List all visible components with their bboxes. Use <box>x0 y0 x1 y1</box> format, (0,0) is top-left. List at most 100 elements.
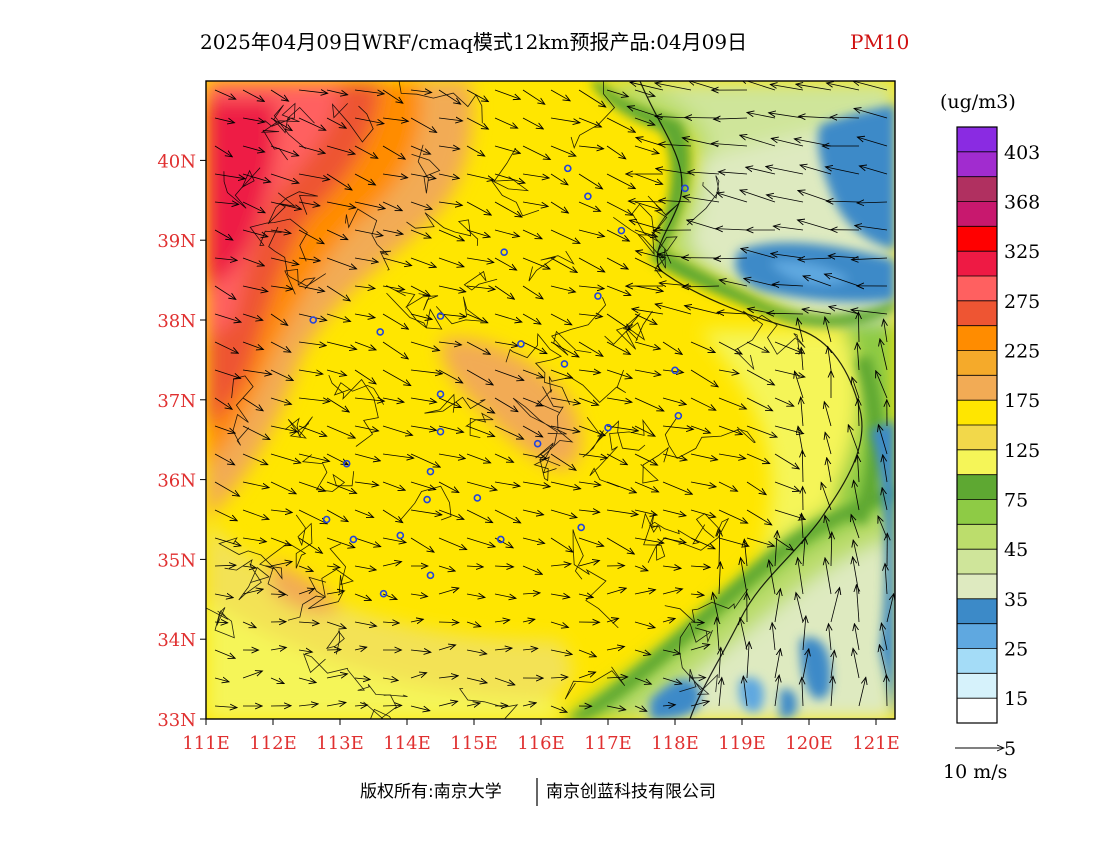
admin-boundary <box>411 144 441 194</box>
wind-arrow <box>634 229 657 237</box>
admin-boundary <box>641 512 661 533</box>
wind-arrow <box>326 425 355 438</box>
admin-boundary <box>512 397 567 467</box>
wind-arrow <box>634 285 663 291</box>
wind-arrow <box>711 143 748 146</box>
wind-arrow <box>803 276 832 287</box>
wind-arrow <box>747 642 749 679</box>
wind-arrow <box>655 83 692 91</box>
colorbar-swatch <box>957 474 997 500</box>
wind-arrow <box>690 566 710 567</box>
wind-arrow <box>354 537 381 547</box>
wind-arrow <box>767 313 804 314</box>
wind-arrow <box>382 341 408 359</box>
wind-arrow <box>774 589 780 623</box>
wind-arrow <box>270 201 301 209</box>
wind-arrow <box>741 249 776 259</box>
wind-arrow <box>550 677 568 678</box>
wind-arrow <box>775 531 777 567</box>
admin-boundary <box>678 622 718 695</box>
admin-boundary <box>679 668 704 693</box>
wind-arrow <box>858 312 859 343</box>
wind-arrow <box>719 530 720 567</box>
colorbar-swatch <box>957 524 997 550</box>
wind-arrow <box>382 678 398 681</box>
wind-arrow <box>354 145 378 158</box>
wind-arrow <box>522 593 540 594</box>
wind-arrow <box>828 347 831 371</box>
wind-arrow <box>410 594 428 597</box>
admin-boundary <box>345 208 392 271</box>
lon-tick-label: 121E <box>852 733 900 754</box>
wind-arrow <box>382 174 408 178</box>
wind-arrow <box>690 645 710 651</box>
wind-arrow <box>354 566 376 570</box>
colorbar-swatch <box>957 151 997 178</box>
wind-arrow <box>606 173 635 189</box>
wind-arrow <box>410 229 431 238</box>
map-title: 2025年04月09日WRF/cmaq模式12km预报产品:04月09日 <box>200 30 747 54</box>
wind-arrow <box>522 648 538 650</box>
wind-arrow <box>298 285 325 291</box>
wind-arrow <box>690 453 718 460</box>
wind-arrow <box>270 677 284 684</box>
wind-arrow <box>354 258 378 262</box>
wind-arrow <box>634 590 655 594</box>
wind-arrow <box>242 313 263 320</box>
admin-boundary <box>528 250 575 282</box>
lat-tick-label: 37N <box>157 391 196 412</box>
wind-arrow <box>550 649 572 654</box>
lat-tick-label: 40N <box>157 151 196 172</box>
wind-arrow <box>854 109 888 119</box>
wind-arrow <box>578 257 605 272</box>
city-marker <box>496 535 505 544</box>
wind-arrow <box>326 674 347 678</box>
wind-arrow <box>550 564 571 566</box>
wind-arrow <box>690 481 716 487</box>
colorbar-swatch <box>957 425 997 451</box>
admin-boundary <box>328 374 379 447</box>
wind-arrow <box>214 145 232 157</box>
wind-arrow <box>883 455 888 483</box>
wind-arrow <box>438 285 466 292</box>
wind-arrow <box>494 566 513 567</box>
wind-arrow <box>466 145 485 156</box>
wind-arrow <box>774 369 805 377</box>
wind-arrow <box>772 623 775 651</box>
wind-arrow <box>466 650 487 654</box>
pollutant-label: PM10 <box>850 30 909 54</box>
city-marker <box>473 494 482 502</box>
city-marker <box>594 292 602 300</box>
wind-arrow <box>690 594 704 595</box>
wind-arrow <box>578 173 603 189</box>
lat-tick-label: 38N <box>157 311 196 332</box>
wind-arrow <box>298 425 327 436</box>
admin-boundary <box>325 629 345 655</box>
wind-arrow <box>774 537 793 550</box>
wind-arrow <box>494 509 521 523</box>
wind-arrow <box>382 145 405 159</box>
wind-arrow <box>438 397 461 408</box>
wind-arrow <box>522 341 547 354</box>
wind-arrow <box>606 89 628 97</box>
wind-arrow <box>298 145 325 153</box>
wind-arrow <box>878 425 888 455</box>
admin-boundary <box>533 386 574 482</box>
wind-arrow <box>717 617 719 651</box>
wind-arrow <box>494 677 515 685</box>
wind-arrow <box>578 510 600 512</box>
wind-arrow <box>578 594 593 598</box>
wind-arrow <box>214 481 240 496</box>
wind-arrow <box>522 117 543 129</box>
colorbar-swatch <box>957 251 997 277</box>
wind-arrow <box>242 425 270 440</box>
wind-arrow <box>326 369 347 376</box>
colorbar-unit: (ug/m3) <box>940 91 1016 113</box>
wind-arrow <box>494 89 520 99</box>
wind-arrow <box>298 90 328 93</box>
wind-arrow <box>494 201 522 217</box>
wind-arrow <box>606 425 638 431</box>
colorbar-swatch <box>957 276 997 302</box>
wind-arrow <box>606 588 626 595</box>
wind-arrow <box>771 138 804 147</box>
